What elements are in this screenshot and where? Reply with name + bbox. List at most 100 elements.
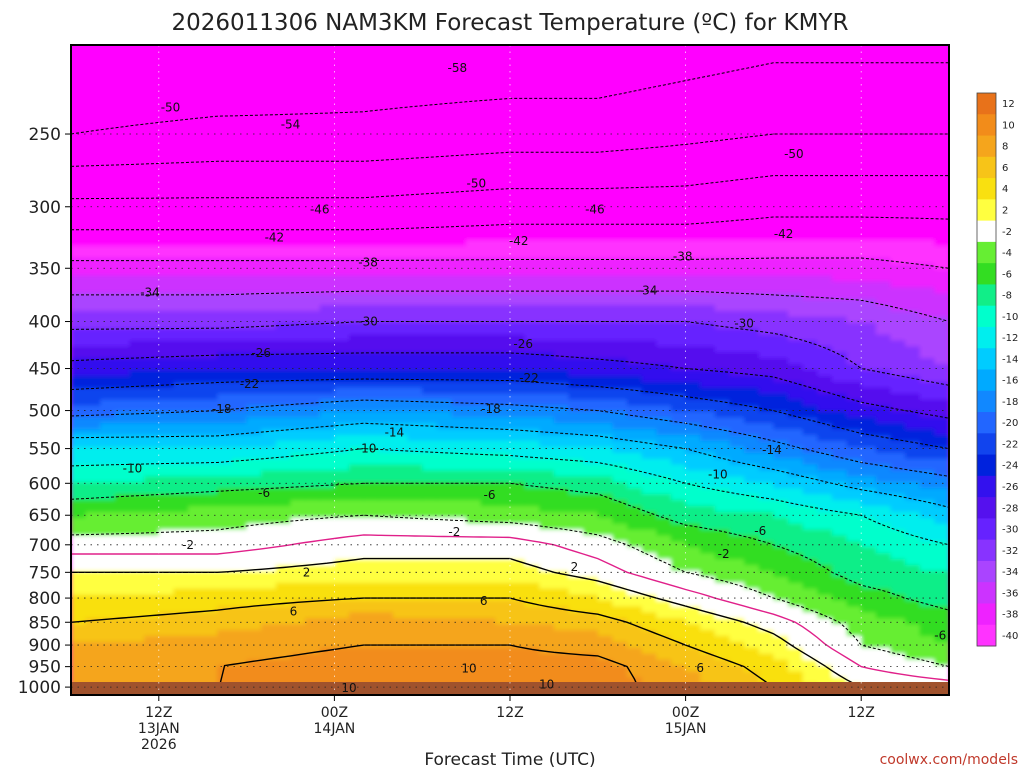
field-cell <box>480 98 496 105</box>
field-cell <box>627 340 643 347</box>
field-cell <box>510 440 526 448</box>
field-cell <box>319 570 335 578</box>
field-cell <box>188 547 204 554</box>
field-cell <box>729 175 745 182</box>
field-cell <box>188 104 204 111</box>
field-cell <box>495 56 511 64</box>
field-cell <box>422 287 438 294</box>
field-cell <box>100 151 116 158</box>
field-cell <box>188 257 204 265</box>
field-cell <box>114 618 131 625</box>
field-cell <box>436 92 453 99</box>
field-cell <box>129 405 145 412</box>
field-cell <box>612 570 628 578</box>
field-cell <box>583 275 599 282</box>
field-cell <box>290 287 306 294</box>
field-cell <box>246 50 262 58</box>
field-cell <box>363 612 379 619</box>
field-cell <box>71 470 87 477</box>
field-cell <box>290 192 306 200</box>
field-cell <box>436 104 453 111</box>
field-cell <box>334 606 350 613</box>
field-cell <box>334 186 350 194</box>
field-cell <box>202 582 218 590</box>
field-cell <box>597 322 614 330</box>
field-cell <box>422 653 438 661</box>
field-cell <box>392 92 409 99</box>
field-cell <box>510 423 526 430</box>
field-cell <box>158 139 175 147</box>
field-cell <box>305 529 321 537</box>
field-cell <box>466 175 482 182</box>
field-cell <box>275 310 292 318</box>
field-cell <box>641 411 657 418</box>
field-cell <box>246 104 262 111</box>
field-cell <box>539 346 555 353</box>
field-cell <box>436 316 453 324</box>
field-cell <box>261 476 277 483</box>
field-cell <box>334 110 350 117</box>
field-cell <box>85 322 101 330</box>
field-cell <box>568 104 584 111</box>
field-cell <box>700 429 716 436</box>
field-cell <box>700 541 716 548</box>
field-cell <box>700 310 716 318</box>
field-cell <box>641 565 657 572</box>
field-cell <box>568 192 584 200</box>
field-cell <box>466 192 482 200</box>
field-cell <box>539 665 555 672</box>
field-cell <box>700 169 716 176</box>
field-cell <box>510 275 526 282</box>
field-cell <box>714 234 731 241</box>
field-cell <box>510 92 526 99</box>
field-cell <box>173 198 189 206</box>
field-cell <box>363 352 379 359</box>
field-cell <box>656 576 672 584</box>
field-cell <box>85 234 101 241</box>
field-cell <box>363 452 379 460</box>
field-cell <box>231 576 248 584</box>
field-cell <box>305 470 321 477</box>
field-cell <box>158 352 175 359</box>
field-cell <box>627 624 643 631</box>
field-cell <box>231 322 248 330</box>
field-cell <box>275 293 292 300</box>
field-cell <box>583 234 599 241</box>
field-cell <box>466 470 482 477</box>
field-cell <box>173 340 189 347</box>
field-cell <box>246 458 262 466</box>
field-cell <box>436 393 453 401</box>
field-cell <box>539 440 555 448</box>
field-cell <box>597 240 614 247</box>
field-cell <box>188 665 204 672</box>
field-cell <box>700 393 716 401</box>
field-cell <box>597 222 614 229</box>
field-cell <box>217 145 233 152</box>
field-cell <box>71 133 87 141</box>
field-cell <box>656 500 672 507</box>
field-cell <box>553 553 570 560</box>
field-cell <box>231 222 248 229</box>
field-cell <box>363 45 379 52</box>
field-cell <box>685 671 701 678</box>
field-cell <box>568 641 584 649</box>
field-cell <box>553 257 570 265</box>
field-cell <box>597 228 614 235</box>
field-cell <box>144 423 160 430</box>
field-cell <box>217 576 233 584</box>
field-cell <box>188 565 204 572</box>
field-cell <box>407 169 423 176</box>
field-cell <box>290 665 306 672</box>
field-cell <box>539 677 555 684</box>
field-cell <box>670 293 687 300</box>
field-cell <box>305 50 321 58</box>
field-cell <box>71 198 87 206</box>
field-cell <box>275 127 292 135</box>
field-cell <box>85 98 101 105</box>
field-cell <box>641 210 657 217</box>
field-cell <box>173 671 189 678</box>
field-cell <box>524 565 540 572</box>
field-cell <box>231 269 248 277</box>
field-cell <box>290 358 306 365</box>
field-cell <box>231 192 248 200</box>
